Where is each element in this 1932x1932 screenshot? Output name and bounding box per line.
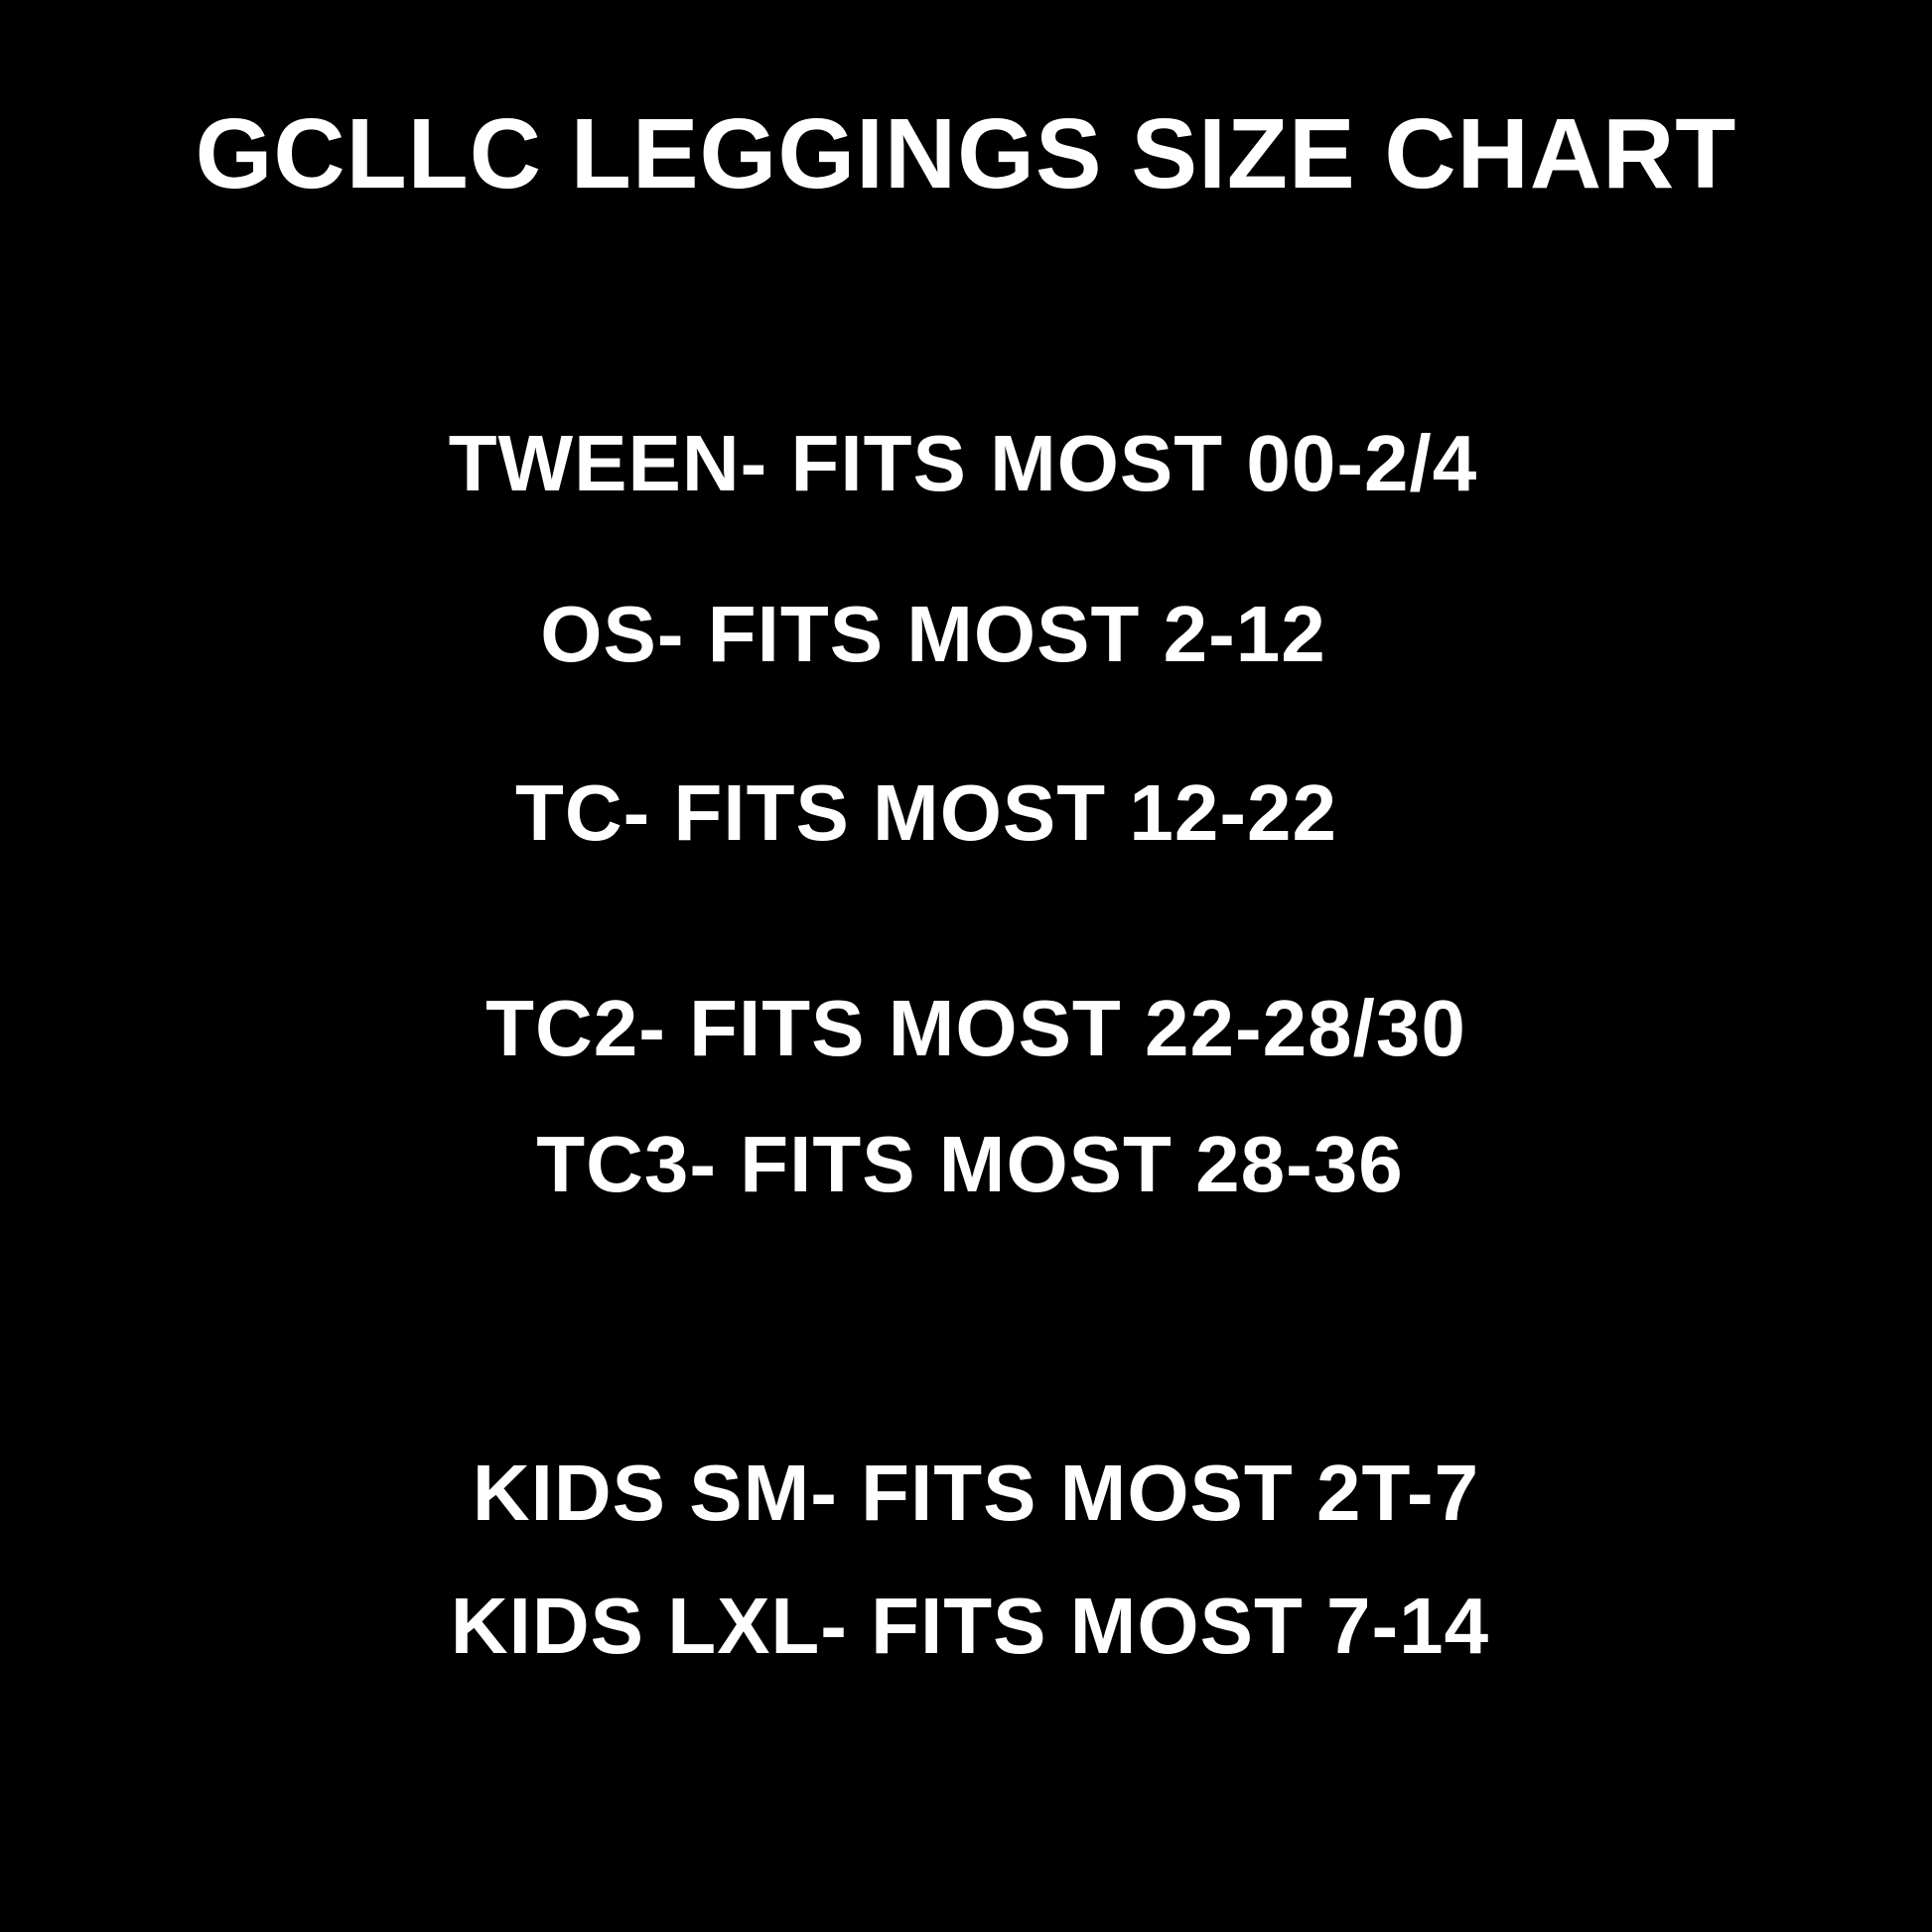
size-row-tc: TC- FITS MOST 12-22 xyxy=(0,773,1932,853)
size-text: KIDS LXL- FITS MOST 7-14 xyxy=(450,1582,1490,1670)
size-row-tween: TWEEN- FITS MOST 00-2/4 xyxy=(0,424,1932,503)
size-text: TC3- FITS MOST 28-36 xyxy=(536,1120,1404,1208)
size-text: TWEEN- FITS MOST 00-2/4 xyxy=(448,419,1478,507)
size-row-kids-lxl: KIDS LXL- FITS MOST 7-14 xyxy=(0,1587,1932,1666)
size-row-tc3: TC3- FITS MOST 28-36 xyxy=(0,1125,1932,1204)
size-text: TC- FITS MOST 12-22 xyxy=(515,768,1337,857)
title-text: GCLLC LEGGINGS SIZE CHART xyxy=(195,98,1737,209)
size-chart-title: GCLLC LEGGINGS SIZE CHART xyxy=(0,104,1932,204)
size-row-tc2: TC2- FITS MOST 22-28/30 xyxy=(0,989,1932,1068)
size-text: TC2- FITS MOST 22-28/30 xyxy=(485,984,1466,1072)
size-text: KIDS SM- FITS MOST 2T-7 xyxy=(472,1449,1480,1537)
size-text: OS- FITS MOST 2-12 xyxy=(540,590,1326,678)
size-row-os: OS- FITS MOST 2-12 xyxy=(0,595,1932,674)
size-row-kids-sm: KIDS SM- FITS MOST 2T-7 xyxy=(0,1453,1932,1533)
